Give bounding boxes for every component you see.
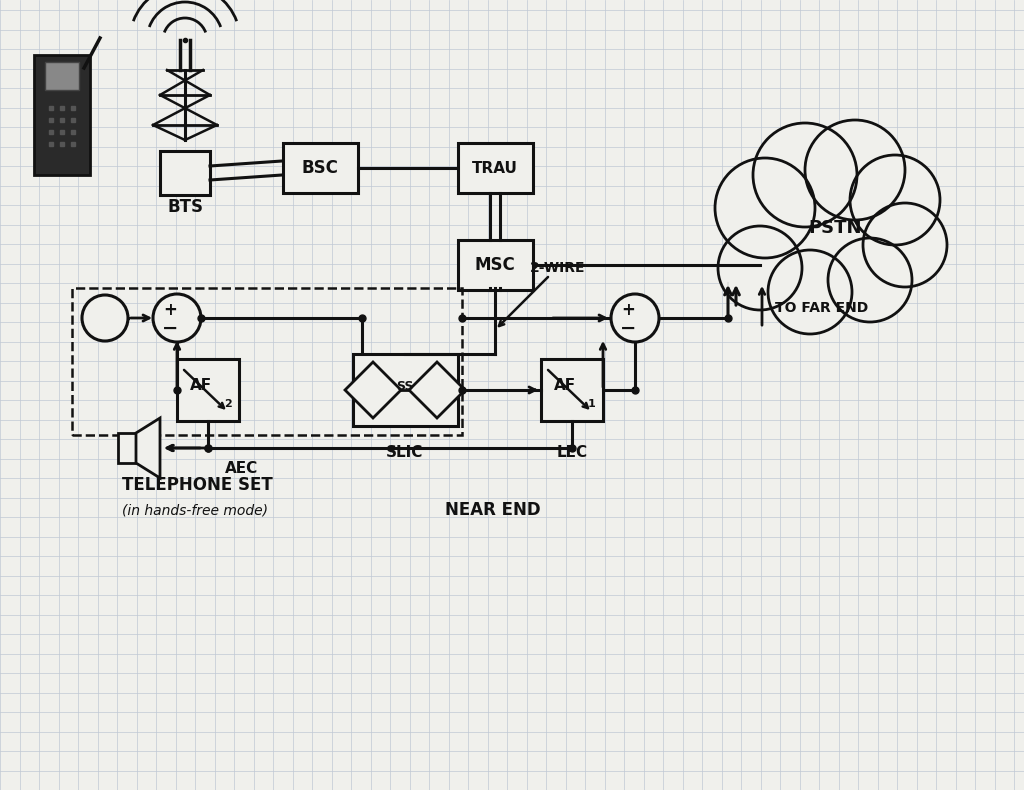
Circle shape bbox=[863, 203, 947, 287]
Text: AEC: AEC bbox=[225, 461, 258, 476]
Circle shape bbox=[715, 158, 815, 258]
Circle shape bbox=[768, 250, 852, 334]
Text: MSC: MSC bbox=[475, 256, 515, 274]
Bar bbox=[72, 288, 462, 435]
Bar bbox=[118, 433, 136, 463]
Circle shape bbox=[805, 120, 905, 220]
Text: 2: 2 bbox=[224, 399, 231, 409]
Bar bbox=[458, 143, 532, 193]
Circle shape bbox=[850, 155, 940, 245]
Circle shape bbox=[828, 238, 912, 322]
Bar bbox=[177, 359, 239, 421]
Text: AF: AF bbox=[189, 378, 212, 393]
Circle shape bbox=[82, 295, 128, 341]
Bar bbox=[283, 143, 357, 193]
Circle shape bbox=[611, 294, 659, 342]
Polygon shape bbox=[345, 362, 401, 418]
Circle shape bbox=[755, 145, 925, 315]
Text: BTS: BTS bbox=[167, 198, 203, 216]
Text: +: + bbox=[163, 301, 177, 319]
Circle shape bbox=[753, 123, 857, 227]
Text: +: + bbox=[622, 301, 635, 319]
Bar bbox=[541, 359, 603, 421]
Text: TO FAR END: TO FAR END bbox=[775, 301, 868, 315]
Text: PSTN: PSTN bbox=[808, 219, 862, 237]
Text: SLIC: SLIC bbox=[386, 445, 424, 460]
Text: SS: SS bbox=[396, 379, 414, 393]
Bar bbox=[458, 240, 532, 290]
Bar bbox=[34, 55, 90, 175]
Polygon shape bbox=[409, 362, 465, 418]
Bar bbox=[352, 354, 458, 426]
Text: LEC: LEC bbox=[556, 445, 588, 460]
Circle shape bbox=[718, 226, 802, 310]
Polygon shape bbox=[136, 418, 160, 478]
Text: 1: 1 bbox=[588, 399, 596, 409]
Text: (in hands-free mode): (in hands-free mode) bbox=[122, 503, 268, 517]
Text: AF: AF bbox=[554, 378, 577, 393]
Text: BSC: BSC bbox=[301, 159, 339, 177]
Text: −: − bbox=[162, 318, 178, 337]
Text: −: − bbox=[620, 318, 636, 337]
Bar bbox=[45, 62, 79, 90]
Circle shape bbox=[153, 294, 201, 342]
Text: TELEPHONE SET: TELEPHONE SET bbox=[122, 476, 272, 494]
Text: TRAU: TRAU bbox=[472, 160, 518, 175]
Text: 2-WIRE: 2-WIRE bbox=[530, 261, 586, 275]
Text: NEAR END: NEAR END bbox=[445, 501, 541, 519]
Bar bbox=[160, 151, 210, 195]
